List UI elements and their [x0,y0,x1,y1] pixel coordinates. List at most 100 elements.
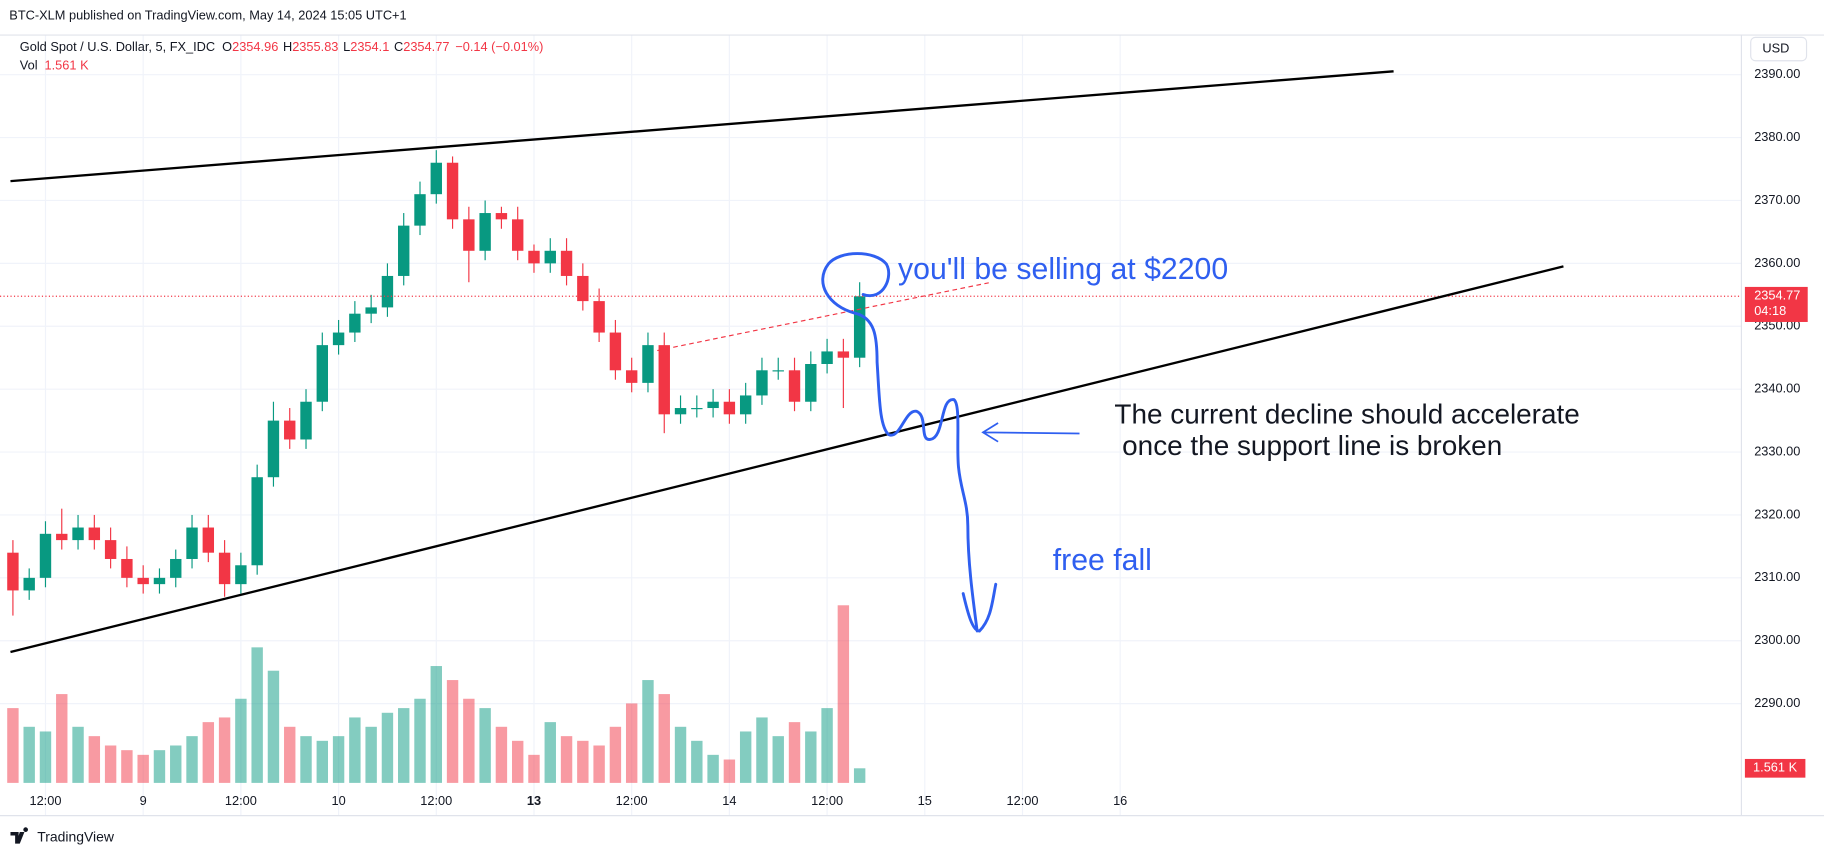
volume-bar [381,712,394,783]
candle-body [7,552,19,591]
volume-bar [821,708,833,783]
candle-body [723,401,736,415]
legend-value: 1.561 K [45,58,90,73]
candle-body [853,296,866,358]
candle-body [446,162,459,220]
volume-bar [723,759,736,783]
candle-body [104,540,117,559]
candle-body [284,420,296,440]
candle-body [528,250,540,264]
volume-bar [121,750,133,783]
y-tick-label: 2310.00 [1754,569,1800,584]
candle-body [186,527,198,559]
candle-body [577,275,589,302]
volume-bar [365,726,377,783]
volume-bar [414,698,426,783]
y-tick-label: 2300.00 [1754,632,1800,647]
volume-bar [788,722,801,783]
legend-key: Vol [20,58,38,73]
volume-bar [398,708,410,783]
volume-bar [463,698,475,783]
volume-bar [39,731,52,783]
candle-body [463,219,475,251]
candle-body [137,577,149,585]
volume-bar [479,708,491,783]
annotation: you'll be selling at $2200 [898,253,1228,286]
x-tick-label: 12:00 [29,793,61,808]
candle-body [674,408,687,415]
legend: Gold Spot / U.S. Dollar, 5, FX_IDC O2354.… [20,39,544,54]
legend-value: 2355.83 [292,39,338,54]
price-badge: 2354.77 04:18 [1744,286,1808,322]
logo [10,827,28,844]
grid [0,35,1742,816]
x-tick-label: 13 [527,793,541,808]
y-tick-label: 2340.00 [1754,381,1800,396]
candle-body [544,250,556,264]
volume-bar [837,605,850,783]
x-tick-label: 14 [722,793,736,808]
candle-body [837,351,850,358]
candle-body [235,565,247,585]
candle-body [495,213,508,220]
y-tick-label: 2380.00 [1754,129,1800,144]
candle-body [72,527,84,541]
candle-body [739,395,752,415]
volume-bar [853,768,866,783]
volume-bar [609,726,622,783]
support-line [10,265,1564,654]
candle-body [398,225,410,276]
x-tick-label: 9 [140,793,147,808]
volume-badge-box [1744,758,1806,778]
candle-body [332,332,345,346]
candle-body [560,250,573,276]
volume-bar [284,726,296,783]
volume-bar [104,745,117,783]
candle-body [202,527,215,553]
freehand-arrow [821,252,998,633]
candle-body [121,558,133,578]
volume-bar [218,717,231,783]
annotation: once the support line is broken [1114,430,1502,461]
countdown: 04:18 [1754,303,1786,318]
volume-bar [739,731,752,783]
currency-button[interactable] [1750,36,1808,62]
candle-body [593,301,605,333]
volume-bar [300,736,312,783]
legend-value: 2354.96 [232,39,278,54]
volume-bar [267,670,280,783]
candle-body [88,527,101,541]
volume-bar [593,745,605,783]
candle-body [707,401,719,409]
symbol: Gold Spot / U.S. Dollar, 5, FX_IDC [20,39,215,54]
volume-bar [235,698,247,783]
volume-bar [772,736,784,783]
candle-body [365,307,377,314]
volume-bar [625,703,638,783]
legend-key: L [343,39,350,54]
volume-badge: 1.561 K [1753,760,1798,775]
candle-body [381,275,394,308]
volume-bar [756,717,768,783]
legend-key: H [283,39,292,54]
volume-bar [23,726,35,783]
currency[interactable]: USD [1762,40,1789,55]
volume-bar [153,750,166,783]
volume-bar [7,708,19,783]
volume-bar [560,736,573,783]
y-tick-label: 2390.00 [1754,66,1800,81]
candle-body [430,162,442,195]
price-badge-box [1744,286,1808,322]
y-tick-label: 2330.00 [1754,443,1800,458]
x-tick-label: 12:00 [420,793,452,808]
volume-bar [805,731,817,783]
legend-key: C [394,39,403,54]
legend-change: −0.14 (−0.01%) [455,39,543,54]
candle-layer [0,150,1742,616]
x-tick-label: 10 [331,793,345,808]
y-tick-label: 2360.00 [1754,255,1800,270]
candle-body [414,194,426,226]
volume-bar [251,647,263,783]
y-tick-label: 2370.00 [1754,192,1800,207]
